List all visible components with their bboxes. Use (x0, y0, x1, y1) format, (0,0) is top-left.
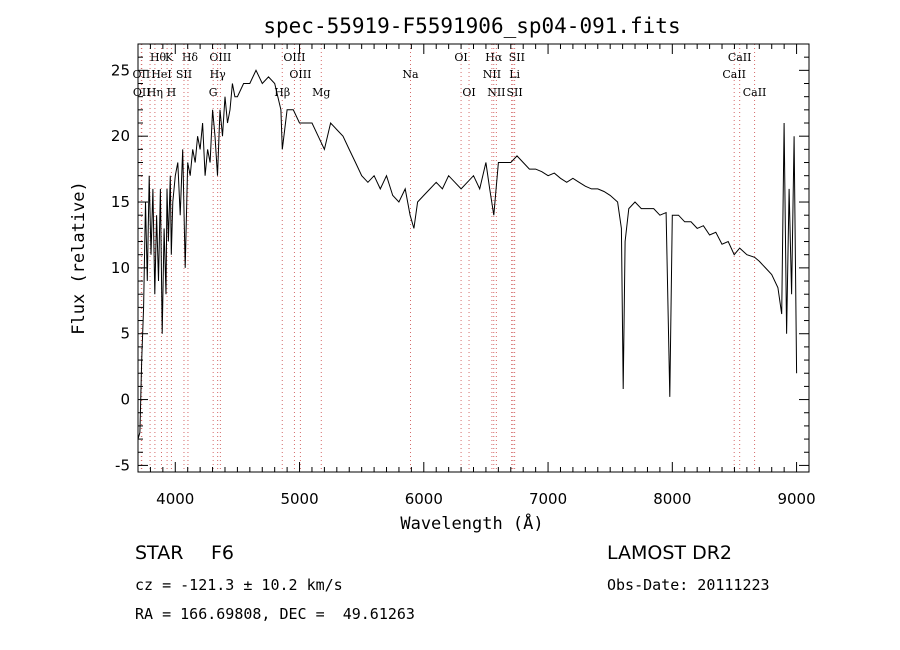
y-tick-label--5: -5 (115, 456, 130, 474)
line-label-27: CaII (743, 86, 767, 99)
line-label-6: Hα (485, 51, 503, 64)
line-label-7: SII (509, 51, 525, 64)
object-class-label: STAR (135, 542, 184, 564)
spectrum-series-line (137, 69, 798, 440)
line-label-0: Hθ (150, 51, 167, 64)
line-label-23: Mg (312, 86, 330, 99)
x-tick-label-7000: 7000 (529, 490, 567, 508)
spectrum-chart: spec-55919-F5591906_sp04-091.fits HθK Hδ O… (69, 14, 816, 534)
y-tick-label-0: 0 (120, 391, 130, 409)
line-label-12: Hγ (210, 68, 227, 81)
line-label-16: Li (509, 68, 520, 81)
x-tick-label-8000: 8000 (653, 490, 691, 508)
plot-frame (137, 43, 810, 473)
y-tick-label-10: 10 (111, 259, 130, 277)
y-tick-label-25: 25 (111, 61, 130, 79)
y-tick-label-5: 5 (120, 325, 130, 343)
line-label-1: K (165, 51, 174, 64)
line-label-10: HeI (151, 68, 171, 81)
line-label-22: Hβ (274, 86, 290, 99)
line-label-5: OI (454, 51, 467, 64)
survey-name: LAMOST DR2 (607, 542, 732, 564)
line-label-20: H (167, 86, 177, 99)
object-subclass: F6 (211, 542, 235, 564)
x-tick-label-5000: 5000 (280, 490, 318, 508)
chart-title: spec-55919-F5591906_sp04-091.fits (263, 14, 680, 38)
x-tick-label-6000: 6000 (405, 490, 443, 508)
line-label-17: CaII (722, 68, 746, 81)
y-tick-label-20: 20 (111, 127, 130, 145)
x-tick-label-9000: 9000 (777, 490, 815, 508)
redshift-velocity: cz = -121.3 ± 10.2 km/s (135, 576, 343, 594)
line-label-19: Hη (147, 86, 163, 99)
y-tick-label-15: 15 (111, 193, 130, 211)
line-label-15: NII (483, 68, 501, 81)
line-label-25: NII (487, 86, 505, 99)
spectral-line-markers: HθK Hδ OIII OIII OI Hα SII CaII OII HeI SII Hγ OIII N… (132, 44, 766, 472)
line-label-13: OIII (289, 68, 311, 81)
line-label-4: OIII (283, 51, 305, 64)
line-label-21: G (209, 86, 218, 99)
y-axis-label: Flux (relative) (69, 181, 89, 335)
line-label-3: OIII (209, 51, 231, 64)
x-axis-label: Wavelength (Å) (400, 512, 543, 534)
line-label-24: OI (462, 86, 475, 99)
line-label-11: SII (176, 68, 192, 81)
line-label-14: Na (402, 68, 419, 81)
line-label-2: Hδ (182, 51, 199, 64)
line-label-8: CaII (728, 51, 752, 64)
line-label-18: OII (133, 86, 151, 99)
line-label-9: OII (132, 68, 150, 81)
x-tick-label-4000: 4000 (156, 490, 194, 508)
axis-ticks: 4000 5000 6000 7000 8000 9000 -5 0 5 10 15 20 25 (111, 44, 816, 508)
sky-coordinates: RA = 166.69808, DEC = 49.61263 (135, 605, 415, 623)
observation-date: Obs-Date: 20111223 (607, 576, 770, 594)
line-label-26: SII (507, 86, 523, 99)
